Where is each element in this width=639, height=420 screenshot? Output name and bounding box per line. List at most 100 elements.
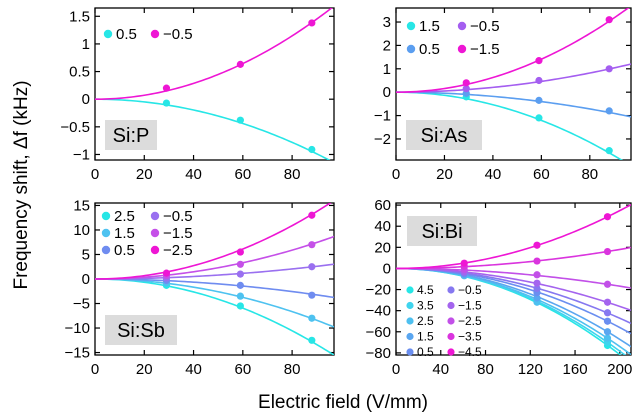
series-fit-line xyxy=(396,91,623,160)
y-tick-label: −10 xyxy=(65,320,90,337)
x-tick-label: 40 xyxy=(432,361,449,378)
panel-si-p: 0 20 40 60 80 −1 −0.5 0 0.5 1 1.5 Si:P 0.5 −0.5 xyxy=(60,7,335,183)
y-tick-label: 0 xyxy=(82,91,90,108)
data-point xyxy=(605,65,613,73)
legend-marker xyxy=(150,211,160,221)
data-point xyxy=(236,260,244,268)
x-tick-label: 0 xyxy=(91,166,99,183)
legend-entry-label: −0.5 xyxy=(470,18,500,35)
y-tick-label: −2 xyxy=(374,131,391,148)
data-point xyxy=(603,309,612,317)
x-tick-label: 200 xyxy=(607,361,632,378)
series-fit-line xyxy=(396,267,631,289)
legend-marker xyxy=(457,44,467,54)
panel-label: Si:Bi xyxy=(421,221,462,243)
panel-label: Si:P xyxy=(113,125,150,147)
data-point xyxy=(308,336,316,344)
y-tick-label: 3 xyxy=(383,14,391,31)
plot-frame xyxy=(94,7,335,161)
legend-marker xyxy=(447,348,455,356)
legend-entry-label: −0.5 xyxy=(163,208,193,225)
panel-label: Si:Sb xyxy=(117,320,165,342)
y-tick-label: 1.5 xyxy=(69,8,90,25)
plot-frame xyxy=(395,7,632,161)
legend-marker xyxy=(447,301,455,310)
data-point xyxy=(533,241,541,249)
data-point xyxy=(236,292,244,300)
legend-entry-label: −1.5 xyxy=(470,41,500,58)
data-point xyxy=(236,248,244,256)
data-point xyxy=(162,84,171,92)
y-tick-label: −20 xyxy=(366,282,391,299)
panel-label-box xyxy=(407,216,477,246)
legend-entry-label: 0.5 xyxy=(417,345,434,359)
x-tick-label: 80 xyxy=(284,166,301,183)
data-point xyxy=(308,291,316,299)
legend-entry-label: −1.5 xyxy=(458,299,482,313)
data-point xyxy=(605,147,613,155)
x-tick-label: 60 xyxy=(533,166,550,183)
data-point xyxy=(535,114,543,122)
y-tick-label: 60 xyxy=(374,197,391,214)
legend-entry-label: −0.5 xyxy=(163,26,193,43)
series-fit-line xyxy=(396,8,630,93)
x-tick-label: 60 xyxy=(234,361,251,378)
y-tick-label: −1 xyxy=(374,108,391,125)
x-tick-label: 20 xyxy=(436,166,453,183)
data-point xyxy=(535,76,543,85)
x-tick-label: 0 xyxy=(392,166,400,183)
legend-entry-label: −2.5 xyxy=(163,242,193,259)
y-tick-label: 0 xyxy=(82,271,90,288)
legend-entry-label: −0.5 xyxy=(458,283,482,297)
y-tick-label: 0 xyxy=(383,84,391,101)
legend-marker xyxy=(447,332,455,341)
legend-entry-label: 1.5 xyxy=(114,225,135,242)
data-point xyxy=(308,314,316,322)
data-point xyxy=(533,271,541,279)
x-tick-label: 80 xyxy=(477,361,494,378)
panel-si-as: 0 20 40 60 80 −2 −1 0 1 2 3 Si:As 1.5 0.5 −0.5 −1.5 xyxy=(374,7,632,183)
y-tick-label: 40 xyxy=(374,218,391,235)
data-point xyxy=(533,279,541,287)
data-point xyxy=(162,99,171,107)
series-curves xyxy=(95,8,333,160)
y-tick-label: 15 xyxy=(73,197,90,214)
legend-entry-label: 0.5 xyxy=(116,26,137,43)
series-fit-line xyxy=(95,278,334,299)
data-point xyxy=(308,241,316,249)
x-tick-label: 40 xyxy=(185,166,202,183)
x-tick-label: 0 xyxy=(392,361,400,378)
legend-entry-label: 2.5 xyxy=(114,208,135,225)
data-point xyxy=(308,145,316,154)
data-point xyxy=(462,79,470,87)
series-fit-line xyxy=(95,203,332,280)
legend-entry-label: 0.5 xyxy=(114,242,135,259)
y-tick-label: 20 xyxy=(374,239,391,256)
y-tick-label: −5 xyxy=(73,296,90,313)
y-tick-label: 0 xyxy=(383,260,391,277)
panel-si-sb: 0 20 40 60 80 −15 −10 −5 0 5 10 15 Si:Sb 2.51.50.5 −0.… xyxy=(65,197,335,378)
legend-marker xyxy=(447,286,455,294)
panel-label-box xyxy=(105,120,157,150)
legend: 2.51.50.5 −0.5−1.5−2.5 xyxy=(101,208,193,259)
y-tick-label: −40 xyxy=(366,303,391,320)
x-tick-label: 120 xyxy=(518,361,543,378)
legend-marker xyxy=(447,317,455,325)
legend-entry-label: 4.5 xyxy=(417,283,434,297)
legend-marker xyxy=(406,286,414,294)
series-fit-line xyxy=(95,8,333,100)
data-point xyxy=(460,259,468,267)
series-fit-line xyxy=(396,91,631,118)
y-tick-label: −0.5 xyxy=(60,119,90,136)
legend-marker xyxy=(150,245,160,255)
x-tick-label: 40 xyxy=(185,361,202,378)
panel-label-box xyxy=(105,315,177,345)
data-point xyxy=(533,284,541,293)
x-tick-label: 80 xyxy=(284,361,301,378)
y-tick-label: 2 xyxy=(383,37,391,54)
data-point xyxy=(603,298,612,306)
legend: 0.5 −0.5 xyxy=(103,26,193,43)
x-tick-label: 0 xyxy=(91,361,99,378)
y-tick-label: 1 xyxy=(82,36,90,53)
